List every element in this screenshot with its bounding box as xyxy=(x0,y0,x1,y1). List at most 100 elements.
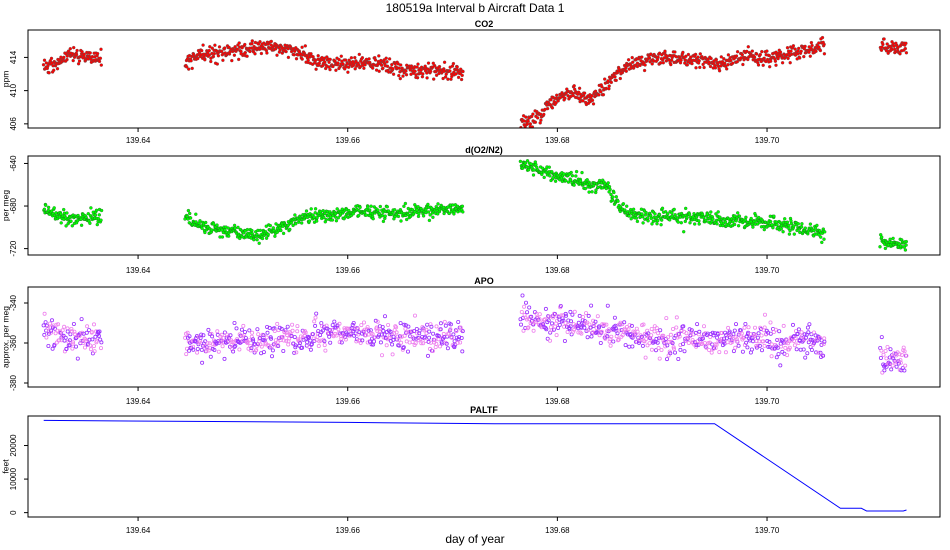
data-point-apo xyxy=(611,339,616,344)
data-point-apo xyxy=(581,314,586,319)
data-point-co2 xyxy=(216,54,221,58)
data-point-apo xyxy=(386,322,391,327)
data-point-co2 xyxy=(760,49,764,54)
data-point-apo xyxy=(572,309,577,314)
data-point-do2n2 xyxy=(578,179,583,183)
data-point-do2n2 xyxy=(94,208,99,212)
y-tick-label-apo: -340 xyxy=(9,294,18,311)
data-point-apo xyxy=(801,338,806,343)
data-point-apo xyxy=(431,331,436,336)
data-point-apo xyxy=(269,336,274,341)
data-point-do2n2 xyxy=(594,188,598,192)
data-point-apo xyxy=(206,327,211,332)
data-point-apo xyxy=(222,330,227,335)
data-point-co2 xyxy=(799,49,803,53)
data-point-apo xyxy=(426,339,431,344)
data-point-do2n2 xyxy=(570,174,575,178)
data-point-apo xyxy=(613,326,618,331)
data-point-apo xyxy=(570,312,575,317)
data-point-apo xyxy=(529,314,534,319)
data-point-co2 xyxy=(696,55,700,59)
data-point-apo xyxy=(282,330,287,335)
data-point-co2 xyxy=(377,69,381,73)
data-point-do2n2 xyxy=(649,214,653,218)
data-point-co2 xyxy=(68,47,72,51)
data-point-apo xyxy=(327,334,332,339)
data-point-apo xyxy=(60,328,65,333)
data-point-apo xyxy=(595,314,600,319)
data-point-apo xyxy=(762,325,767,330)
x-tick-label-paltf: 139.64 xyxy=(126,526,151,535)
data-point-apo xyxy=(751,339,756,344)
data-point-apo xyxy=(243,336,248,341)
data-point-apo xyxy=(295,324,300,329)
data-point-do2n2 xyxy=(732,222,737,227)
data-point-co2 xyxy=(536,116,540,120)
data-point-apo xyxy=(377,329,382,334)
data-point-apo xyxy=(397,334,402,339)
data-point-apo xyxy=(71,340,76,345)
data-point-apo xyxy=(87,328,92,333)
data-point-apo xyxy=(381,328,386,333)
data-point-co2 xyxy=(538,121,542,125)
data-point-do2n2 xyxy=(95,222,99,227)
y-axis-label-do2n2: per meg xyxy=(0,190,10,221)
data-point-apo xyxy=(53,326,58,331)
data-point-co2 xyxy=(401,74,405,78)
data-point-co2 xyxy=(603,77,607,81)
x-axis-label: day of year xyxy=(445,532,504,546)
data-point-co2 xyxy=(613,75,617,79)
data-point-apo xyxy=(760,348,765,353)
data-point-apo xyxy=(563,321,568,326)
data-point-apo xyxy=(403,326,408,331)
data-point-co2 xyxy=(714,58,718,62)
data-point-apo xyxy=(187,334,192,339)
data-point-apo xyxy=(95,329,100,334)
data-point-apo xyxy=(285,333,290,338)
data-point-do2n2 xyxy=(772,214,776,218)
data-point-apo xyxy=(616,337,621,342)
data-point-apo xyxy=(568,324,573,329)
data-point-apo xyxy=(808,337,813,342)
data-point-do2n2 xyxy=(787,232,792,236)
data-point-apo xyxy=(394,330,399,335)
data-point-do2n2 xyxy=(315,219,319,223)
data-point-apo xyxy=(57,338,62,343)
data-point-co2 xyxy=(249,46,254,50)
data-point-do2n2 xyxy=(815,223,819,228)
data-point-do2n2 xyxy=(553,179,558,183)
data-point-co2 xyxy=(670,58,674,62)
data-point-apo xyxy=(427,335,432,340)
data-point-do2n2 xyxy=(779,227,783,231)
data-point-co2 xyxy=(563,96,567,100)
data-point-do2n2 xyxy=(227,234,231,238)
data-point-apo xyxy=(239,327,244,332)
data-point-co2 xyxy=(643,63,647,67)
x-tick-label-do2n2: 139.70 xyxy=(755,266,780,275)
data-point-apo xyxy=(452,339,457,344)
data-point-co2 xyxy=(673,50,677,54)
data-point-do2n2 xyxy=(281,231,286,236)
data-point-apo xyxy=(390,352,395,357)
y-tick-label-co2: 406 xyxy=(9,117,18,131)
data-point-apo xyxy=(323,348,328,353)
data-point-apo xyxy=(84,330,89,335)
data-point-apo xyxy=(284,338,289,343)
data-point-apo xyxy=(524,300,529,305)
data-point-co2 xyxy=(341,62,345,66)
data-point-co2 xyxy=(303,44,307,48)
data-point-co2 xyxy=(697,59,701,63)
x-tick-label-do2n2: 139.64 xyxy=(126,266,151,275)
data-point-co2 xyxy=(731,61,735,65)
data-point-co2 xyxy=(47,71,51,75)
data-point-co2 xyxy=(248,49,252,54)
x-tick-label-apo: 139.68 xyxy=(545,397,570,406)
data-point-co2 xyxy=(607,87,611,91)
data-point-apo xyxy=(184,352,189,357)
data-point-do2n2 xyxy=(309,207,313,211)
data-point-co2 xyxy=(72,45,76,50)
data-point-apo xyxy=(240,338,245,343)
data-point-apo xyxy=(727,329,732,334)
data-point-co2 xyxy=(398,76,402,81)
